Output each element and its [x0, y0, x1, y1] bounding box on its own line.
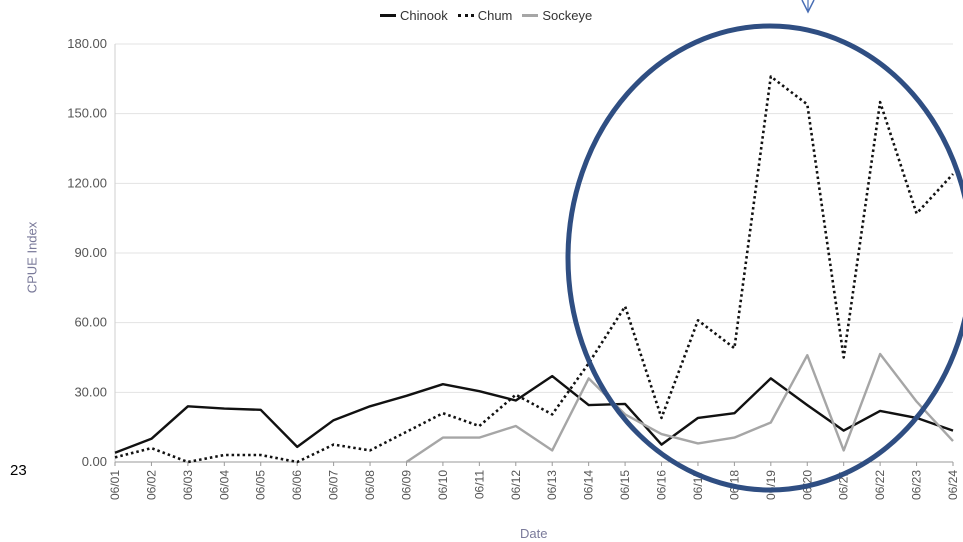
y-tick-label: 150.00 [67, 106, 107, 121]
x-tick-label: 06/15 [618, 470, 632, 500]
y-tick-label: 0.00 [82, 454, 107, 469]
legend-item-chum: Chum [457, 8, 513, 23]
x-tick-label: 06/05 [254, 470, 268, 500]
x-tick-label: 06/10 [436, 470, 450, 500]
legend-label-chum: Chum [477, 8, 513, 23]
x-tick-label: 06/23 [910, 470, 924, 500]
legend-item-chinook: Chinook [380, 8, 448, 23]
y-tick-label: 90.00 [74, 245, 107, 260]
chart-legend: Chinook Chum Sockeye [380, 8, 592, 23]
x-tick-label: 06/13 [545, 470, 559, 500]
x-tick-label: 06/16 [655, 470, 669, 500]
series-line-chinook [114, 374, 954, 454]
x-tick-label: 06/11 [472, 470, 486, 499]
x-tick-label: 06/12 [509, 470, 523, 500]
series-line-chum [114, 75, 954, 464]
x-tick-label: 06/22 [873, 470, 887, 500]
x-tick-label: 06/07 [327, 470, 341, 500]
series-line-sockeye [405, 352, 954, 463]
legend-label-sockeye: Sockeye [542, 8, 593, 23]
x-tick-label: 06/24 [946, 470, 960, 500]
x-tick-label: 06/02 [144, 470, 158, 500]
x-tick-label: 06/14 [582, 470, 596, 500]
y-tick-label: 60.00 [74, 315, 107, 330]
y-tick-label: 180.00 [67, 36, 107, 51]
y-axis-title: CPUE Index [24, 221, 40, 294]
x-tick-label: 06/09 [399, 470, 413, 500]
legend-label-chinook: Chinook [400, 8, 448, 23]
legend-swatch-chinook [380, 14, 396, 17]
legend-swatch-chum [457, 14, 474, 17]
legend-swatch-sockeye [522, 14, 539, 17]
y-tick-label: 120.00 [67, 175, 107, 190]
x-tick-label: 06/04 [217, 470, 231, 500]
x-tick-label: 06/06 [290, 470, 304, 500]
x-axis-title: Date [520, 526, 548, 541]
legend-item-sockeye: Sockeye [522, 8, 592, 23]
page-number: 23 [10, 462, 27, 479]
highlight-ellipse [565, 23, 963, 493]
x-tick-label: 06/03 [181, 470, 195, 500]
x-tick-label: 06/19 [764, 470, 778, 500]
x-tick-label: 06/01 [108, 470, 122, 500]
y-tick-label: 30.00 [74, 384, 107, 399]
x-tick-label: 06/08 [363, 470, 377, 500]
